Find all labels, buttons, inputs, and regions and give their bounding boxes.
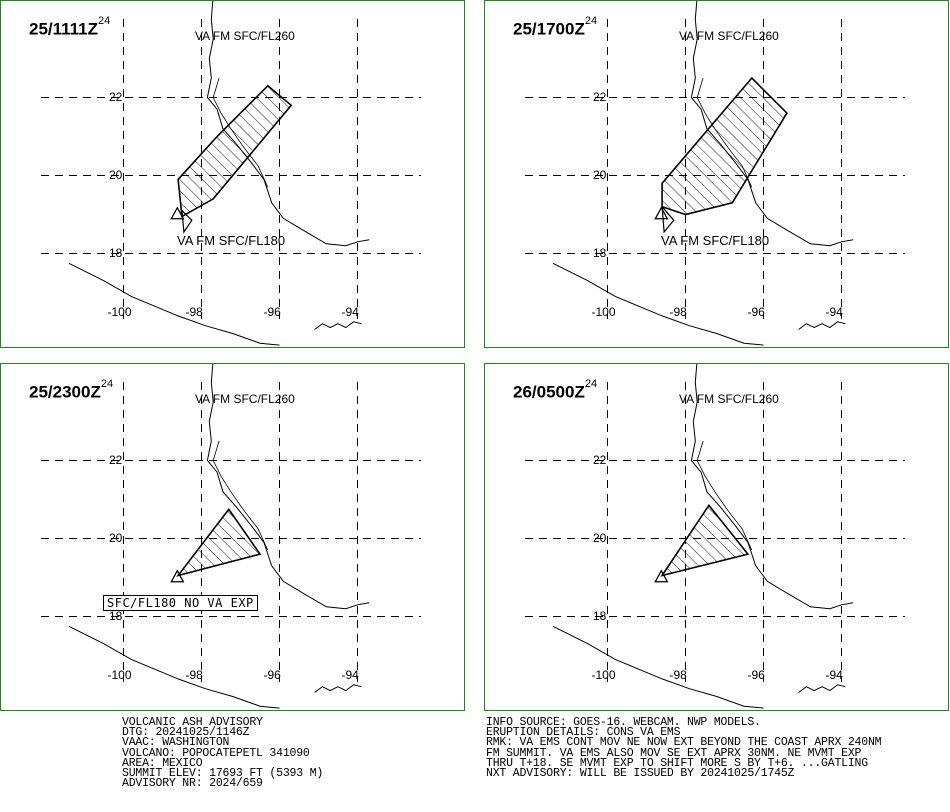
map-canvas [41, 1, 421, 346]
latitude-tick-label: 20 [593, 530, 607, 545]
longitude-tick-label: -94 [825, 305, 843, 319]
gulf-coastline [690, 364, 854, 610]
advisory-line: DTG: 20241025/1146Z [122, 726, 250, 740]
latitude-tick-label: 22 [593, 452, 607, 467]
longitude-tick-label: -100 [107, 668, 132, 682]
forecast-time: 25/1111Z24 [29, 15, 110, 40]
longitude-tick-label: -94 [341, 305, 359, 319]
ash-cloud-upper [177, 84, 293, 218]
info-line: THRU T+18. SE MVMT EXP TO SHIFT MORE S B… [486, 756, 868, 770]
isthmus-coastline [314, 684, 362, 693]
forecast-time: 26/0500Z24 [513, 378, 597, 403]
forecast-panel-2: 25/1700Z24 VA FM SFC/FL260 VA FM SFC/FL180… [484, 0, 949, 348]
advisory-line: AREA: MEXICO [122, 756, 203, 770]
longitude-tick-label: -98 [185, 668, 203, 682]
lower-level-label: VA FM SFC/FL180 [661, 233, 770, 248]
isthmus-coastline [314, 321, 362, 330]
lagoon-coastline [696, 440, 753, 551]
volcano-icon [654, 569, 669, 583]
longitude-tick-label: -100 [591, 305, 616, 319]
forecast-time: 25/1700Z24 [513, 15, 597, 40]
advisory-line: SUMMIT ELEV: 17693 FT (5393 M) [122, 767, 324, 781]
upper-level-label: VA FM SFC/FL260 [679, 392, 779, 406]
pacific-coastline [68, 625, 280, 709]
latitude-tick-label: 20 [109, 167, 123, 182]
longitude-tick-label: -100 [107, 305, 132, 319]
advisory-line: VOLCANIC ASH ADVISORY [122, 716, 263, 729]
longitude-tick-label: -94 [825, 668, 843, 682]
upper-level-label: VA FM SFC/FL260 [195, 392, 295, 406]
longitude-tick-label: -96 [747, 668, 765, 682]
latitude-tick-label: 18 [593, 245, 607, 260]
pacific-coastline [552, 262, 764, 346]
gulf-coastline [206, 364, 370, 610]
lower-level-label: SFC/FL180 NO VA EXP [103, 595, 258, 611]
latitude-tick-label: 22 [109, 452, 123, 467]
volcano-icon [170, 206, 185, 220]
longitude-tick-label: -98 [185, 305, 203, 319]
latitude-tick-label: 18 [109, 608, 123, 623]
advisory-header-block: VOLCANIC ASH ADVISORY DTG: 20241025/1146Z… [122, 716, 324, 791]
info-line: RMK: VA EMS CONT MOV NE NOW EXT BEYOND T… [486, 736, 882, 750]
forecast-panel-1: 25/1111Z24 VA FM SFC/FL260 VA FM SFC/FL180… [0, 0, 465, 348]
map-canvas [41, 364, 421, 709]
upper-level-label: VA FM SFC/FL260 [195, 29, 295, 43]
longitude-tick-label: -98 [669, 305, 687, 319]
forecast-time-label: 25/2300Z [29, 382, 101, 402]
volcano-icon [654, 206, 669, 220]
isthmus-coastline [798, 684, 846, 693]
lagoon-coastline [212, 440, 269, 551]
ash-cloud-upper [660, 503, 750, 577]
forecast-time-superscript: 24 [100, 378, 114, 390]
info-line: NXT ADVISORY: WILL BE ISSUED BY 20241025… [486, 767, 795, 781]
pacific-coastline [552, 625, 764, 709]
info-line: INFO SOURCE: GOES-16. WEBCAM. NWP MODELS… [486, 716, 761, 729]
longitude-tick-label: -94 [341, 668, 359, 682]
isthmus-coastline [798, 321, 846, 330]
latitude-tick-label: 22 [593, 89, 607, 104]
lower-level-label: VA FM SFC/FL180 [177, 233, 286, 248]
map-canvas [525, 1, 905, 346]
advisory-line: VAAC: WASHINGTON [122, 736, 230, 750]
advisory-line: ADVISORY NR: 2024/659 [122, 777, 263, 791]
pacific-coastline [68, 262, 280, 346]
info-line: ERUPTION DETAILS: CONS VA EMS [486, 726, 681, 740]
forecast-time-superscript: 24 [98, 15, 111, 27]
forecast-time-label: 26/0500Z [513, 382, 585, 402]
info-line: FM SUMMIT. VA EMS ALSO MOV SE EXT APRX 3… [486, 746, 862, 760]
advisory-line: VOLCANO: POPOCATEPETL 341090 [122, 746, 310, 760]
latitude-tick-label: 18 [109, 245, 123, 260]
latitude-tick-label: 18 [593, 608, 607, 623]
longitude-tick-label: -98 [669, 668, 687, 682]
longitude-tick-label: -96 [747, 305, 765, 319]
ash-cloud-upper [176, 507, 262, 577]
latitude-tick-label: 22 [109, 89, 123, 104]
latitude-tick-label: 20 [593, 167, 607, 182]
forecast-time-label: 25/1111Z [29, 19, 99, 39]
map-canvas [525, 364, 905, 709]
volcano-icon [170, 569, 185, 583]
advisory-info-block: INFO SOURCE: GOES-16. WEBCAM. NWP MODELS… [486, 716, 882, 781]
longitude-tick-label: -96 [263, 668, 281, 682]
forecast-panel-3: 25/2300Z24 VA FM SFC/FL260 SFC/FL180 NO VA… [0, 363, 465, 711]
latitude-tick-label: 20 [109, 530, 123, 545]
forecast-time-superscript: 24 [584, 378, 598, 390]
ash-cloud-lower [181, 209, 193, 234]
longitude-tick-label: -96 [263, 305, 281, 319]
forecast-time-label: 25/1700Z [513, 19, 585, 39]
longitude-tick-label: -100 [591, 668, 616, 682]
ash-cloud-upper [661, 76, 788, 216]
forecast-time-superscript: 24 [584, 15, 598, 27]
forecast-time: 25/2300Z24 [29, 378, 113, 403]
forecast-panel-4: 26/0500Z24 VA FM SFC/FL260 22 20 18 -100 -98 -9… [484, 363, 949, 711]
upper-level-label: VA FM SFC/FL260 [679, 29, 779, 43]
